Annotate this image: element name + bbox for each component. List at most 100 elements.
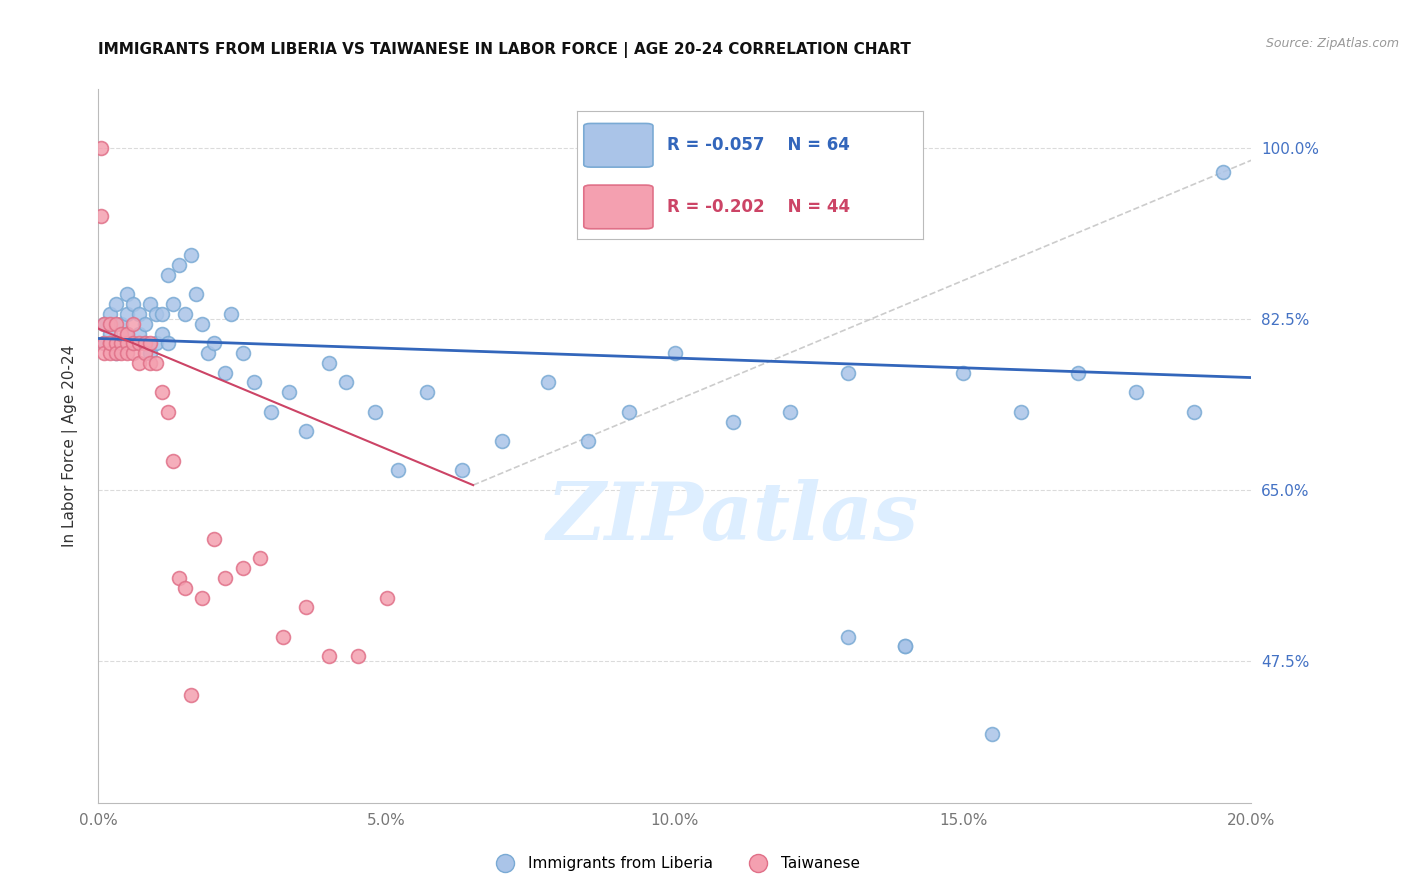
Point — [231, 346, 254, 360]
Point — [721, 415, 744, 429]
Point — [150, 385, 173, 400]
Point — [122, 346, 145, 360]
Point — [93, 336, 115, 351]
Point — [167, 258, 190, 272]
Point — [894, 640, 917, 654]
Point — [139, 297, 162, 311]
Point — [117, 287, 139, 301]
Point — [134, 317, 156, 331]
Point — [134, 336, 156, 351]
Point — [139, 356, 162, 370]
Point — [491, 434, 513, 449]
Point — [110, 336, 132, 351]
Text: ZIPatlas: ZIPatlas — [547, 479, 918, 556]
Point — [1212, 165, 1234, 179]
Y-axis label: In Labor Force | Age 20-24: In Labor Force | Age 20-24 — [62, 345, 77, 547]
Point — [128, 326, 150, 341]
Point — [186, 287, 208, 301]
Point — [128, 307, 150, 321]
Point — [98, 307, 121, 321]
Point — [145, 336, 167, 351]
Point — [117, 307, 139, 321]
Point — [110, 317, 132, 331]
Point — [191, 591, 214, 605]
Point — [139, 336, 162, 351]
Point — [110, 336, 132, 351]
Point — [122, 336, 145, 351]
Point — [180, 688, 202, 702]
Point — [93, 317, 115, 331]
Point — [277, 385, 299, 400]
Point — [128, 356, 150, 370]
Point — [537, 376, 560, 390]
Point — [295, 600, 318, 615]
Point — [364, 405, 387, 419]
Point — [174, 307, 197, 321]
Point — [214, 366, 236, 380]
Point — [98, 336, 121, 351]
Point — [450, 463, 472, 477]
Point — [98, 346, 121, 360]
Point — [894, 640, 917, 654]
Point — [98, 326, 121, 341]
Point — [981, 727, 1004, 741]
Point — [318, 649, 340, 664]
Point — [346, 649, 368, 664]
Point — [117, 326, 139, 341]
Point — [197, 346, 219, 360]
Point — [150, 326, 173, 341]
Point — [104, 336, 127, 351]
Point — [1125, 385, 1147, 400]
Point — [90, 141, 112, 155]
Point — [122, 336, 145, 351]
Point — [145, 356, 167, 370]
Point — [271, 630, 294, 644]
Point — [952, 366, 974, 380]
Point — [122, 297, 145, 311]
Point — [231, 561, 254, 575]
Point — [145, 307, 167, 321]
Point — [128, 336, 150, 351]
Point — [191, 317, 214, 331]
Point — [162, 297, 184, 311]
Point — [93, 317, 115, 331]
Point — [122, 317, 145, 331]
Point — [167, 571, 190, 585]
Point — [617, 405, 640, 419]
Point — [375, 591, 398, 605]
Point — [104, 297, 127, 311]
Point — [416, 385, 439, 400]
Text: IMMIGRANTS FROM LIBERIA VS TAIWANESE IN LABOR FORCE | AGE 20-24 CORRELATION CHAR: IMMIGRANTS FROM LIBERIA VS TAIWANESE IN … — [98, 42, 911, 58]
Point — [202, 532, 225, 546]
Point — [139, 346, 162, 360]
Point — [104, 317, 127, 331]
Point — [93, 346, 115, 360]
Point — [117, 346, 139, 360]
Point — [156, 405, 179, 419]
Point — [104, 346, 127, 360]
Point — [387, 463, 409, 477]
Point — [156, 268, 179, 282]
Point — [260, 405, 283, 419]
Point — [90, 209, 112, 223]
Point — [1067, 366, 1090, 380]
Point — [318, 356, 340, 370]
Point — [162, 453, 184, 467]
Point — [180, 248, 202, 262]
Point — [202, 336, 225, 351]
Point — [98, 336, 121, 351]
Point — [134, 346, 156, 360]
Point — [578, 434, 600, 449]
Point — [134, 336, 156, 351]
Point — [249, 551, 271, 566]
Point — [335, 376, 357, 390]
Point — [664, 346, 686, 360]
Point — [837, 630, 859, 644]
Point — [104, 346, 127, 360]
Point — [117, 336, 139, 351]
Point — [1182, 405, 1205, 419]
Point — [219, 307, 242, 321]
Point — [837, 366, 859, 380]
Point — [98, 317, 121, 331]
Point — [243, 376, 266, 390]
